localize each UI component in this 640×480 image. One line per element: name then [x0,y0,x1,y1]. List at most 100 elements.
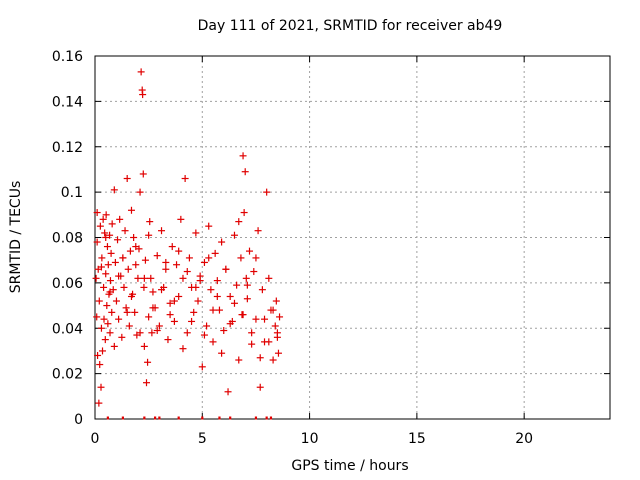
data-point [179,345,187,353]
data-point [233,281,241,289]
data-point [190,308,198,316]
data-point [106,288,114,296]
y-tick-label: 0.08 [52,231,83,247]
data-point [188,317,196,325]
x-tick-label: 5 [198,431,207,447]
data-point [92,274,100,282]
data-point [110,186,118,194]
data-point [239,152,247,160]
data-point [235,218,243,226]
plot-frame [94,55,611,420]
data-point [93,313,101,321]
data-point [115,272,123,280]
y-tick-label: 0.1 [61,185,83,201]
data-point [140,342,148,350]
data-point [145,231,153,239]
data-point [230,231,238,239]
data-point [149,288,157,296]
data-point [126,247,134,255]
data-point [101,336,109,344]
data-point [123,308,131,316]
data-point [140,274,148,282]
data-point [97,383,105,391]
data-point [137,68,145,76]
data-point [115,315,123,323]
data-point [95,399,103,407]
data-point [252,315,260,323]
data-point [94,351,102,359]
data-point [111,258,119,266]
data-point [209,338,217,346]
data-point [192,229,200,237]
data-point [125,322,133,330]
chart-title: Day 111 of 2021, SRMTID for receiver ab4… [198,18,503,34]
data-point [136,329,144,337]
data-point [144,358,152,366]
data-point [106,231,114,239]
data-point [261,315,269,323]
data-point [242,274,250,282]
data-point [192,283,200,291]
data-point [185,254,193,262]
data-point [158,286,166,294]
data-point [143,379,150,387]
data-point [166,299,174,307]
data-point [139,91,147,99]
data-point [127,292,135,300]
data-points [92,68,284,420]
data-point [181,175,189,183]
data-point [203,322,211,330]
data-point [218,349,226,357]
data-point [153,327,161,335]
y-tick-label: 0.02 [52,367,83,383]
data-point [101,229,109,237]
data-point [100,315,108,323]
data-point [211,249,219,257]
data-point [106,329,114,337]
y-tick-label: 0.16 [52,49,83,65]
data-point [100,283,108,291]
data-point [104,320,112,328]
data-point [96,222,104,230]
data-point [112,297,120,305]
data-point [103,243,111,251]
y-axis-tick-labels: 0 0.02 0.04 0.06 0.08 0.1 0.12 0.14 0.16 [52,49,83,428]
y-tick-label: 0 [74,412,83,428]
data-point [237,254,245,262]
data-point [252,254,260,262]
data-point [183,268,191,276]
data-point [140,283,148,291]
data-point [177,215,185,223]
data-point [155,322,163,330]
data-point [274,349,282,357]
data-point [209,306,217,314]
data-point [95,297,103,305]
data-point [198,363,206,371]
data-point [205,254,213,262]
data-point [213,277,221,285]
data-point [258,286,266,294]
data-point [170,297,178,305]
data-point [148,329,156,337]
y-axis-label: SRMTID / TECUs [8,181,24,294]
data-point [93,238,101,246]
data-point [243,281,251,289]
data-point [97,263,105,271]
data-point [108,308,116,316]
data-point [254,227,262,235]
data-point [207,286,215,294]
data-point [141,256,149,264]
data-point [116,215,124,223]
data-point [196,277,204,285]
data-point [183,329,191,337]
data-point [246,247,253,255]
data-point [271,322,279,330]
data-point [273,329,281,337]
data-point [272,297,280,305]
data-point [123,175,131,183]
data-point [248,329,256,337]
data-point [139,170,147,178]
data-point [93,209,101,217]
data-point [107,249,115,257]
